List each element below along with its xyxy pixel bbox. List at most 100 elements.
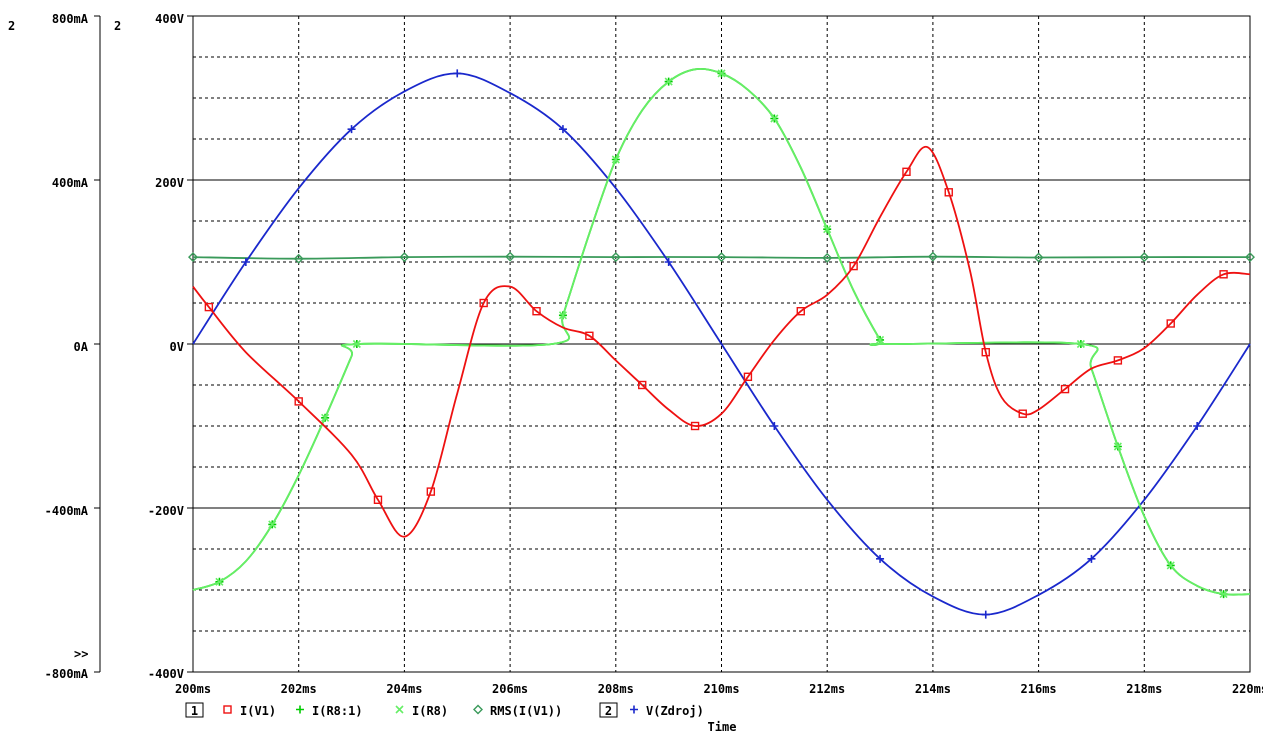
square-data-marker: [585, 331, 594, 340]
axis1-number: 2: [8, 19, 15, 33]
plus-data-marker: [453, 69, 462, 78]
plus-data-marker: [347, 125, 356, 134]
legend-entry-i-r8[interactable]: I(R8): [395, 704, 448, 718]
axis1-tick-label: 800mA: [52, 12, 89, 26]
square-data-marker: [532, 307, 541, 316]
square-data-marker: [981, 348, 990, 357]
square-data-marker: [1018, 409, 1027, 418]
axis2-tick-label: -200V: [148, 504, 184, 518]
axis1-tick-label: 0A: [74, 340, 89, 354]
axis1-tick-label: -400mA: [45, 504, 89, 518]
x-data-marker: [823, 225, 832, 234]
x-data-marker: [611, 155, 620, 164]
x-data-marker: [1166, 561, 1175, 570]
x-tick-label: 206ms: [492, 682, 528, 696]
plus-data-marker: [981, 610, 990, 619]
square-data-marker: [902, 167, 911, 177]
square-data-marker: [796, 307, 805, 316]
legend-entry-rms-i-v1[interactable]: RMS(I(V1)): [473, 704, 562, 718]
x-data-marker: [1113, 442, 1122, 451]
x-data-marker: [664, 77, 673, 86]
x-data-marker: [1219, 590, 1228, 599]
x-data-marker: [558, 311, 568, 320]
diamond-data-marker: [1245, 252, 1255, 263]
square-data-marker: [1166, 319, 1175, 328]
plus-data-marker: [558, 125, 567, 134]
diamond-data-marker: [505, 251, 516, 262]
legend[interactable]: 1 I(V1) I(R8:1) I(R8) RMS(I(V1)) 2 V(Zdr…: [185, 702, 704, 718]
overflow-marker[interactable]: >>: [74, 647, 88, 661]
square-data-marker: [479, 298, 488, 308]
plus-data-marker: [1087, 554, 1096, 563]
square-data-marker: [294, 397, 303, 406]
x-axis-label: Time: [708, 720, 737, 733]
x-tick-label: 216ms: [1021, 682, 1057, 696]
x-axis-ticks: 200ms 202ms 204ms 206ms 208ms 210ms 212ms 214ms…: [175, 682, 1263, 696]
diamond-data-marker: [293, 253, 304, 264]
legend-axis2-marker: 2: [605, 704, 612, 718]
diamond-data-marker: [1139, 252, 1150, 263]
square-data-marker: [426, 487, 436, 496]
legend-entry-i-v1[interactable]: I(V1): [223, 704, 276, 718]
legend-label: I(V1): [240, 704, 276, 718]
legend-axis1-box[interactable]: [185, 702, 204, 718]
axis1-tick-label: 400mA: [52, 176, 89, 190]
plus-marker-icon: [630, 705, 638, 714]
square-data-marker: [690, 421, 700, 431]
square-data-marker: [944, 188, 953, 197]
axis2-tick-label: -400V: [148, 667, 184, 681]
axis2-tick-label: 400V: [155, 12, 184, 26]
legend-label: RMS(I(V1)): [490, 704, 562, 718]
series-i-r8: [192, 67, 1251, 599]
x-tick-label: 210ms: [703, 682, 739, 696]
x-tick-label: 214ms: [915, 682, 951, 696]
legend-label: I(R8): [412, 704, 448, 718]
legend-axis1-marker: 1: [191, 704, 198, 718]
x-data-marker: [770, 114, 779, 123]
legend-entry-i-r8-1[interactable]: I(R8:1): [296, 704, 363, 718]
series-i-v1: [192, 145, 1251, 538]
axis1-tick-label: -800mA: [45, 667, 89, 681]
x-tick-label: 212ms: [809, 682, 845, 696]
square-data-marker: [638, 380, 647, 390]
diamond-data-marker: [1033, 252, 1044, 263]
legend-entry-v-zdroj[interactable]: V(Zdroj): [630, 704, 704, 718]
x-data-marker: [717, 69, 726, 78]
diamond-marker-icon: [473, 704, 483, 715]
series-line: [192, 145, 1251, 538]
axis2-tick-label: 0V: [170, 340, 184, 354]
x-tick-label: 218ms: [1126, 682, 1162, 696]
plus-marker-icon: [296, 705, 304, 714]
square-data-marker: [743, 372, 753, 381]
square-data-marker: [1219, 270, 1228, 279]
series-layer: [188, 67, 1255, 619]
diamond-data-marker: [399, 252, 410, 263]
square-data-marker: [849, 261, 858, 271]
diamond-data-marker: [927, 251, 938, 262]
legend-label: V(Zdroj): [646, 704, 704, 718]
legend-axis2-box[interactable]: [599, 702, 618, 718]
axis2-number: 2: [114, 19, 121, 33]
diamond-data-marker: [822, 252, 833, 263]
x-marker-icon: [395, 705, 404, 714]
plus-data-marker: [664, 258, 673, 266]
x-data-marker: [875, 335, 885, 344]
square-data-marker: [204, 302, 214, 312]
square-marker-icon: [223, 705, 232, 714]
x-data-marker: [352, 339, 361, 349]
square-data-marker: [1113, 356, 1123, 365]
series-rms-i-v1: [188, 251, 1255, 264]
x-data-marker: [215, 577, 224, 586]
x-tick-label: 220ms: [1232, 682, 1263, 696]
diamond-data-marker: [610, 252, 621, 263]
diamond-data-marker: [716, 252, 727, 263]
x-data-marker: [321, 413, 330, 422]
x-data-marker: [1076, 339, 1085, 349]
plus-data-marker: [1193, 422, 1202, 430]
x-tick-label: 208ms: [598, 682, 634, 696]
x-tick-label: 204ms: [386, 682, 422, 696]
x-tick-label: 200ms: [175, 682, 211, 696]
legend-label: I(R8:1): [312, 704, 363, 718]
series-line: [192, 255, 1251, 260]
